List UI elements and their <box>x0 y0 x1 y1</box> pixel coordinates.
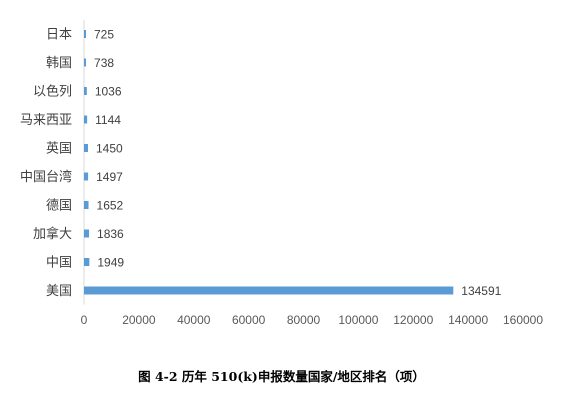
data-label: 1036 <box>95 85 122 99</box>
data-label: 1450 <box>96 142 123 156</box>
data-label: 1144 <box>95 113 121 127</box>
x-tick-label: 100000 <box>338 313 378 327</box>
data-label: 738 <box>94 56 114 70</box>
data-label: 134591 <box>461 284 501 298</box>
x-tick-label: 20000 <box>122 313 156 327</box>
figure-caption: 图 4-2 历年 510(k)申报数量国家/地区排名（项） <box>138 369 425 384</box>
x-tick-label: 140000 <box>448 313 488 327</box>
category-label: 德国 <box>46 199 72 214</box>
category-label: 加拿大 <box>33 226 72 242</box>
bar <box>84 30 86 38</box>
bar <box>84 115 88 124</box>
category-label: 中国台湾 <box>20 169 72 185</box>
category-label: 美国 <box>46 284 72 299</box>
category-label: 以色列 <box>33 84 72 100</box>
bar <box>84 172 89 181</box>
x-tick-label: 80000 <box>287 313 321 327</box>
x-tick-label: 160000 <box>503 313 543 327</box>
x-tick-label: 60000 <box>232 313 266 327</box>
x-tick-label: 40000 <box>177 313 211 327</box>
bar <box>84 258 90 266</box>
bars-group <box>84 30 454 295</box>
bar <box>84 144 88 152</box>
bar <box>84 58 87 67</box>
category-label: 日本 <box>46 28 72 43</box>
category-label: 马来西亚 <box>20 113 72 128</box>
category-label: 英国 <box>46 142 72 157</box>
data-label: 725 <box>94 28 114 42</box>
data-label: 1836 <box>97 227 124 241</box>
data-labels: 725 738 1036 1144 1450 1497 1652 1836 1949 134591 <box>94 28 502 299</box>
data-label: 1497 <box>96 170 123 184</box>
bar <box>84 201 89 209</box>
category-label: 中国 <box>46 256 72 271</box>
bar <box>84 286 454 295</box>
bar <box>84 229 90 238</box>
x-tick-label: 120000 <box>393 313 433 327</box>
category-label: 韩国 <box>46 56 72 71</box>
x-tick-label: 0 <box>81 313 88 327</box>
data-label: 1949 <box>97 256 124 270</box>
x-axis-tick-labels: 0 20000 40000 60000 80000 100000 120000 140000 1… <box>81 313 544 327</box>
data-label: 1652 <box>97 199 124 213</box>
bar <box>84 87 87 95</box>
